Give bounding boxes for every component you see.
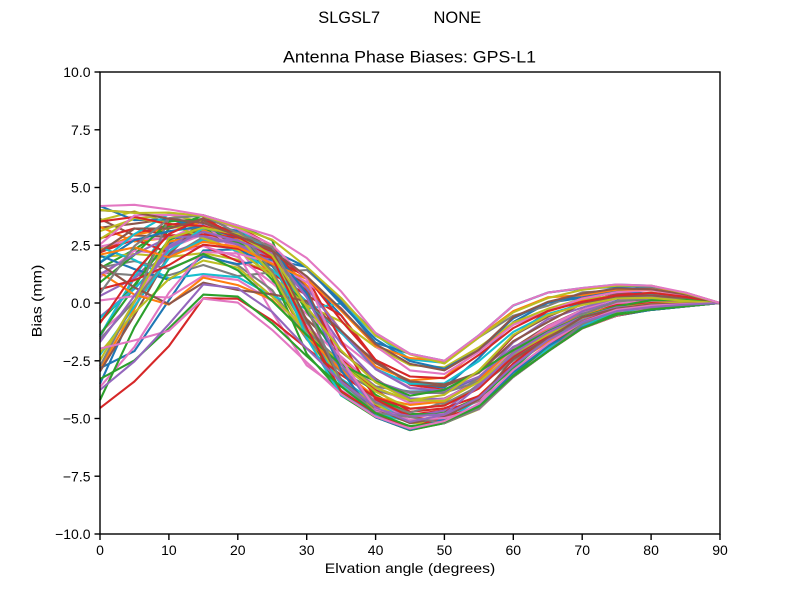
svg-text:0.0: 0.0 bbox=[71, 295, 91, 311]
svg-text:60: 60 bbox=[506, 542, 522, 558]
svg-text:Elvation angle (degrees): Elvation angle (degrees) bbox=[325, 560, 495, 576]
svg-text:Bias (mm): Bias (mm) bbox=[29, 265, 45, 338]
svg-text:−2.5: −2.5 bbox=[63, 353, 91, 369]
svg-text:Antenna Phase Biases: GPS-L1: Antenna Phase Biases: GPS-L1 bbox=[283, 49, 536, 67]
svg-text:−10.0: −10.0 bbox=[55, 526, 91, 542]
svg-text:5.0: 5.0 bbox=[71, 180, 91, 196]
svg-text:10.0: 10.0 bbox=[63, 64, 90, 80]
svg-text:2.5: 2.5 bbox=[71, 237, 91, 253]
svg-text:SLGSL7: SLGSL7 bbox=[318, 9, 380, 27]
svg-text:30: 30 bbox=[299, 542, 315, 558]
svg-text:70: 70 bbox=[574, 542, 590, 558]
svg-text:90: 90 bbox=[712, 542, 728, 558]
svg-text:−5.0: −5.0 bbox=[63, 411, 91, 427]
svg-text:0: 0 bbox=[96, 542, 104, 558]
svg-text:80: 80 bbox=[643, 542, 659, 558]
svg-text:50: 50 bbox=[437, 542, 453, 558]
svg-text:20: 20 bbox=[230, 542, 246, 558]
svg-text:−7.5: −7.5 bbox=[63, 468, 91, 484]
svg-text:7.5: 7.5 bbox=[71, 122, 91, 138]
svg-text:NONE: NONE bbox=[434, 9, 482, 27]
svg-text:40: 40 bbox=[368, 542, 384, 558]
svg-text:10: 10 bbox=[161, 542, 177, 558]
